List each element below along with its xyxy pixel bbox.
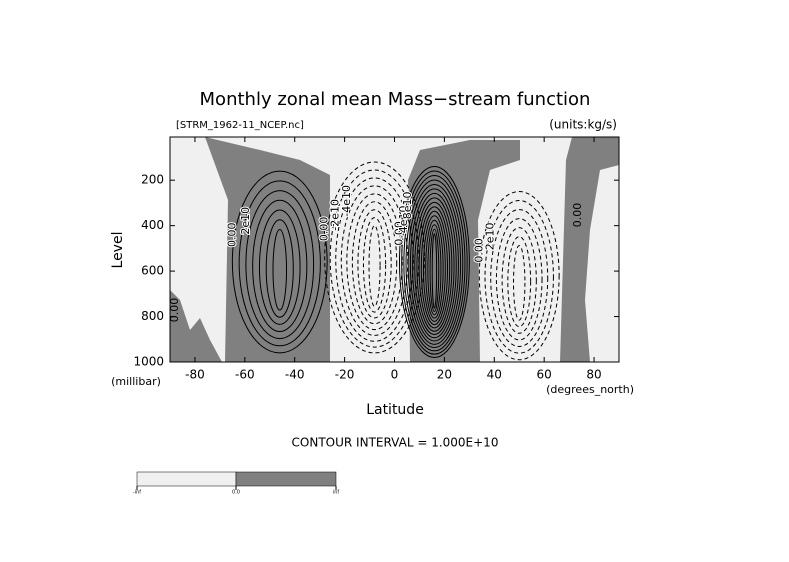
- contour-label: 2e10: [484, 223, 497, 251]
- contour-label: 0.00: [392, 221, 405, 246]
- contour-line: [431, 233, 438, 309]
- x-tick-label: -20: [335, 368, 355, 382]
- contour-line: [501, 227, 537, 334]
- colorbar-negative: [136, 471, 237, 487]
- contour-line: [414, 197, 455, 335]
- contour-line: [409, 188, 459, 342]
- contour-line: [335, 177, 414, 342]
- contour-line: [412, 192, 457, 339]
- contour-label: 0.00: [225, 222, 238, 247]
- x-tick-label: 80: [586, 368, 601, 382]
- plot-area: [170, 137, 619, 362]
- colorbar-label: inf: [333, 490, 340, 496]
- negative-zone: [335, 155, 410, 362]
- contour-line: [324, 161, 425, 354]
- contour-line: [490, 209, 549, 348]
- x-tick-label: 0: [391, 368, 399, 382]
- contour-line: [418, 206, 451, 329]
- contour-label: -2e10: [329, 199, 342, 231]
- colorbar-positive: [235, 471, 337, 487]
- contour-line: [272, 229, 288, 311]
- units-label: (units:kg/s): [549, 118, 617, 132]
- positive-zone: [408, 140, 520, 362]
- y-tick-label: 400: [141, 218, 164, 232]
- file-label: [STRM_1962-11_NCEP.nc]: [176, 120, 304, 131]
- chart-title: Monthly zonal mean Mass−stream function: [200, 89, 591, 110]
- contour-line: [420, 210, 449, 326]
- y-tick-label: 600: [141, 264, 164, 278]
- contour-line: [398, 166, 470, 358]
- y-tick-label: 200: [141, 173, 164, 187]
- contour-line: [422, 215, 446, 322]
- contour-line: [238, 180, 321, 347]
- contour-line: [478, 191, 560, 361]
- contour-interval: CONTOUR INTERVAL = 1.000E+10: [292, 436, 499, 450]
- colorbar-label: 0.0: [232, 490, 240, 496]
- positive-zone: [560, 137, 619, 362]
- contour-line: [407, 183, 462, 345]
- contour-line: [368, 225, 381, 307]
- contour-line: [252, 199, 308, 332]
- x-tick-label: -80: [185, 368, 205, 382]
- contour-line: [346, 193, 403, 331]
- contour-line: [425, 219, 444, 319]
- contour-line: [484, 200, 554, 354]
- x-tick-label: -60: [235, 368, 255, 382]
- contour-line: [231, 170, 328, 354]
- x-tick-label: 40: [487, 368, 502, 382]
- x-tick-label: 60: [537, 368, 552, 382]
- negative-zone: [482, 180, 555, 362]
- contour-line: [416, 201, 453, 332]
- y-tick-label: 800: [141, 309, 164, 323]
- contour-line: [507, 236, 532, 328]
- y-unit: (millibar): [111, 375, 161, 388]
- contour-label: 0.00: [318, 217, 331, 242]
- y-tick-label: 1000: [133, 355, 164, 369]
- contour-label: 0.00: [571, 203, 584, 228]
- x-tick-label: 20: [437, 368, 452, 382]
- contour-line: [513, 245, 526, 321]
- contour-label: 0.00: [472, 238, 485, 263]
- y-axis-label: Level: [110, 232, 126, 269]
- contour-line: [495, 218, 543, 341]
- colorbar-label: -inf: [133, 490, 141, 496]
- contour-line: [351, 201, 398, 325]
- contour-line: [405, 179, 464, 349]
- contour-label: 2e10: [239, 207, 252, 235]
- contour-label: 8e10: [401, 191, 414, 219]
- contour-label: 4e10: [397, 205, 410, 233]
- contour-label: -4e10: [340, 185, 353, 217]
- contour-line: [265, 219, 294, 318]
- x-axis-label: Latitude: [366, 402, 424, 418]
- x-unit: (degrees_north): [546, 383, 634, 396]
- contour-line: [401, 170, 468, 355]
- contour-line: [357, 209, 392, 319]
- contour-line: [403, 174, 466, 352]
- contour-line: [258, 209, 301, 325]
- contour-label: 0.00: [168, 298, 181, 323]
- contour-line: [429, 228, 440, 313]
- positive-zone: [170, 290, 222, 362]
- contour-line: [427, 224, 442, 316]
- x-tick-label: -40: [285, 368, 305, 382]
- contour-line: [362, 217, 387, 313]
- contour-line: [245, 190, 315, 340]
